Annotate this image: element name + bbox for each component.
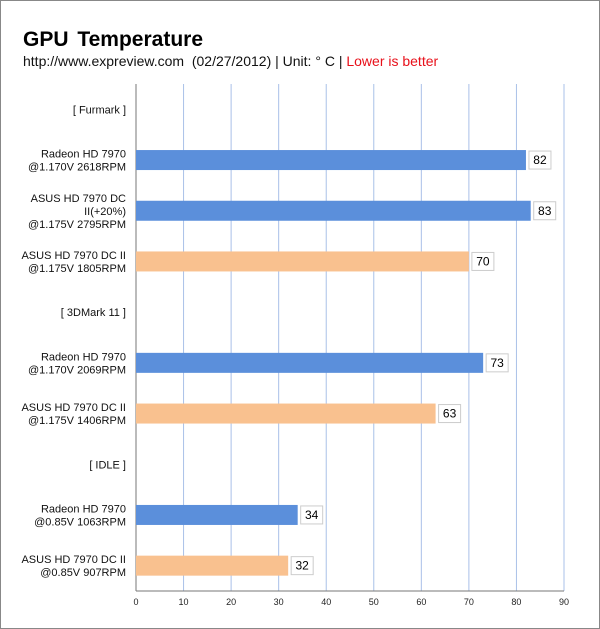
category-label: Radeon HD 7970 xyxy=(41,149,126,161)
category-label: @1.175V 1805RPM xyxy=(28,263,126,275)
bar xyxy=(136,150,526,171)
x-tick-label: 40 xyxy=(321,597,331,607)
category-label: ASUS HD 7970 DC xyxy=(31,193,126,205)
category-label: II(+20%) xyxy=(84,206,126,218)
chart-title: GPU Temperature xyxy=(23,28,203,51)
category-label: ASUS HD 7970 DC II xyxy=(21,554,126,566)
category-label: @0.85V 907RPM xyxy=(40,567,126,579)
x-tick-label: 0 xyxy=(133,597,138,607)
group-label: [ Furmark ] xyxy=(73,104,126,116)
bar xyxy=(136,352,484,373)
bar xyxy=(136,200,531,221)
chart-subtitle: http://www.expreview.com (02/27/2012) | … xyxy=(23,53,438,69)
data-label: 63 xyxy=(443,407,457,421)
group-label: [ IDLE ] xyxy=(89,459,126,471)
category-label: ASUS HD 7970 DC II xyxy=(21,402,126,414)
data-label-box xyxy=(438,404,462,424)
data-label: 83 xyxy=(538,204,552,218)
group-label: [ 3DMark 11 ] xyxy=(61,307,126,319)
data-label-box xyxy=(471,251,495,271)
bar xyxy=(136,403,436,424)
x-tick-label: 30 xyxy=(274,597,284,607)
category-label: @0.85V 1063RPM xyxy=(34,516,126,528)
category-label: @1.175V 2795RPM xyxy=(28,219,126,231)
data-label: 82 xyxy=(533,153,547,167)
data-label-box xyxy=(485,353,509,373)
x-tick-label: 50 xyxy=(369,597,379,607)
data-label-box xyxy=(300,505,324,525)
category-label: Radeon HD 7970 xyxy=(41,503,126,515)
x-tick-label: 80 xyxy=(511,597,521,607)
subtitle-text: http://www.expreview.com (02/27/2012) | … xyxy=(23,53,347,69)
data-label: 70 xyxy=(476,254,490,268)
x-tick-label: 10 xyxy=(179,597,189,607)
category-label: @1.170V 2618RPM xyxy=(28,162,126,174)
data-label: 34 xyxy=(305,508,319,522)
data-label-box xyxy=(533,201,557,221)
x-tick-label: 90 xyxy=(559,597,569,607)
bar xyxy=(136,555,289,576)
x-tick-label: 60 xyxy=(416,597,426,607)
category-label: @1.170V 2069RPM xyxy=(28,364,126,376)
x-tick-label: 20 xyxy=(226,597,236,607)
category-label: @1.175V 1406RPM xyxy=(28,415,126,427)
data-label-box xyxy=(528,150,552,170)
category-label: ASUS HD 7970 DC II xyxy=(21,250,126,262)
category-label: Radeon HD 7970 xyxy=(41,351,126,363)
x-tick-label: 70 xyxy=(464,597,474,607)
subtitle-note: Lower is better xyxy=(346,53,439,69)
bar xyxy=(136,504,298,525)
data-label: 73 xyxy=(490,356,504,370)
data-label: 32 xyxy=(295,559,309,573)
bar xyxy=(136,251,469,272)
data-label-box xyxy=(290,556,314,576)
